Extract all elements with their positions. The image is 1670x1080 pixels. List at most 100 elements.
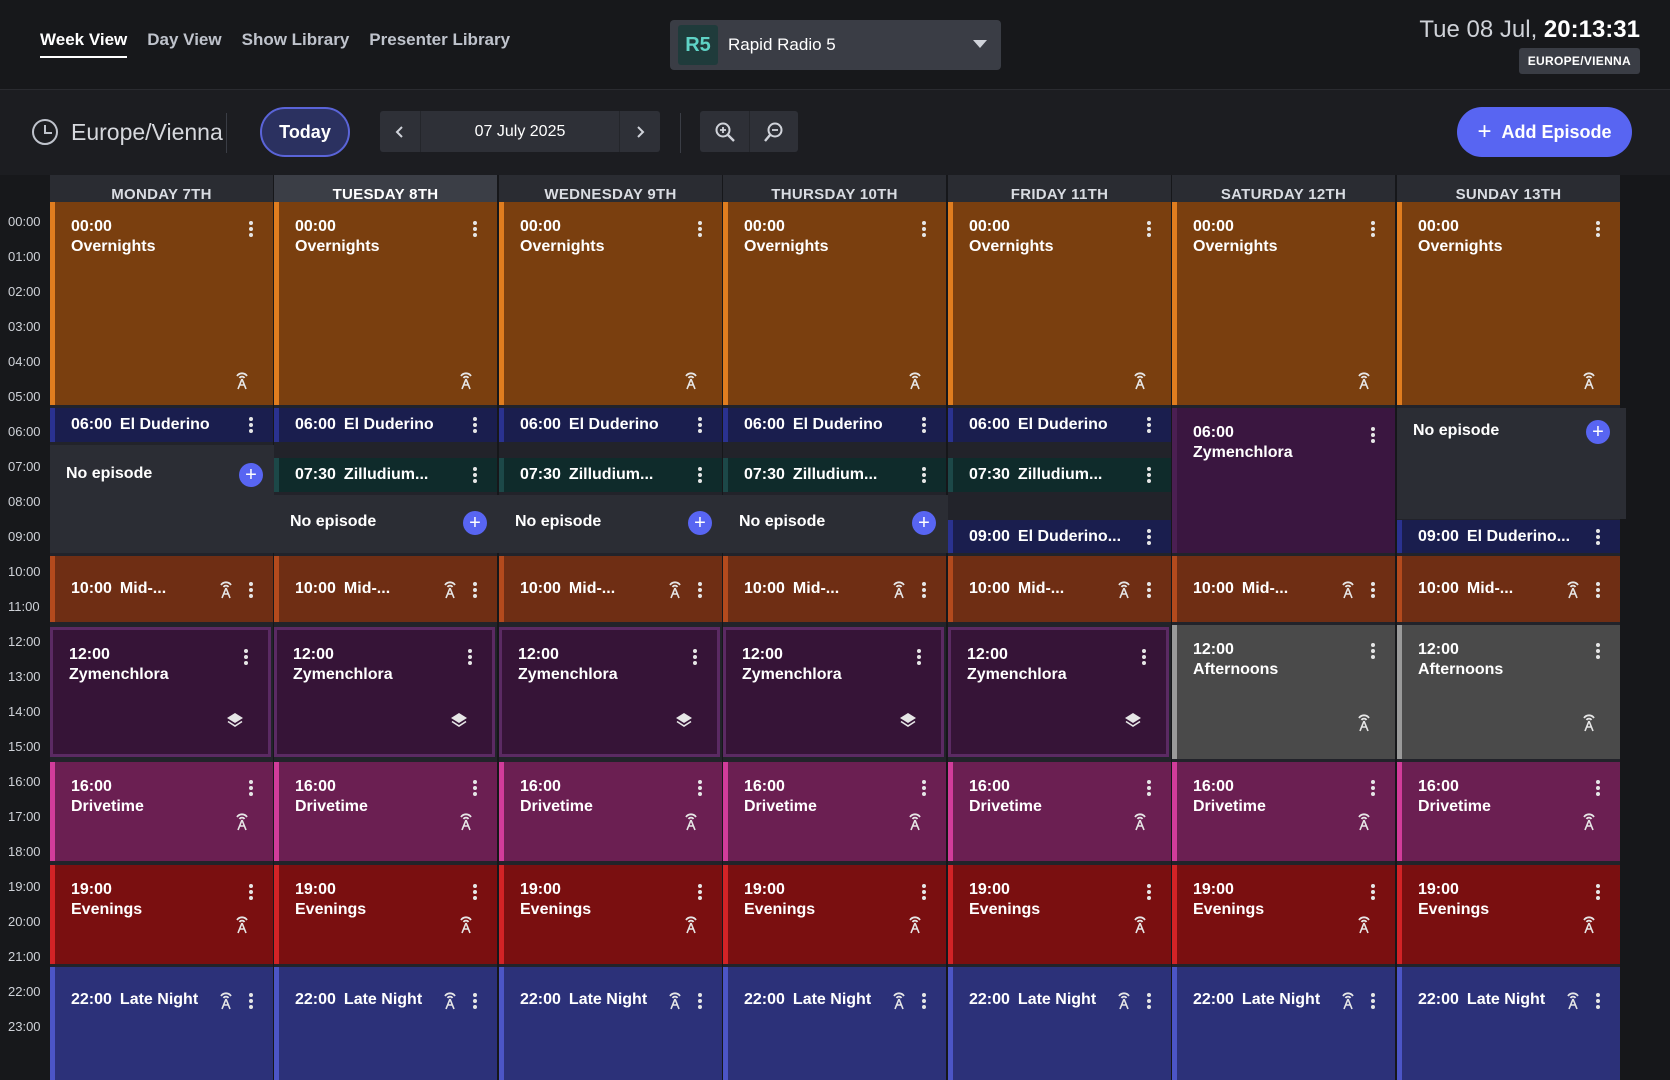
episode-block-mid[interactable]: 10:00 Mid-... [499,556,722,622]
episode-block-overnights[interactable]: 00:00 Overnights [50,202,273,405]
more-options-icon[interactable] [698,780,702,796]
more-options-icon[interactable] [473,993,477,1009]
more-options-icon[interactable] [922,467,926,483]
more-options-icon[interactable] [1147,529,1151,545]
more-options-icon[interactable] [473,467,477,483]
more-options-icon[interactable] [1371,884,1375,900]
empty-slot[interactable]: No episode + [50,445,279,553]
more-options-icon[interactable] [473,884,477,900]
episode-block-overnights[interactable]: 00:00 Overnights [499,202,722,405]
more-options-icon[interactable] [249,884,253,900]
more-options-icon[interactable] [1147,582,1151,598]
more-options-icon[interactable] [1371,221,1375,237]
more-options-icon[interactable] [1147,467,1151,483]
episode-block-late-night[interactable]: 22:00 Late Night [948,967,1171,1080]
episode-block-drivetime[interactable]: 16:00 Drivetime [50,762,273,861]
more-options-icon[interactable] [1596,780,1600,796]
episode-block-el-duderino[interactable]: 06:00 El Duderino [274,408,497,442]
episode-block-zilludium[interactable]: 07:30 Zilludium... [499,458,722,492]
episode-block-evenings[interactable]: 19:00 Evenings [50,865,273,964]
more-options-icon[interactable] [1596,221,1600,237]
more-options-icon[interactable] [249,993,253,1009]
episode-block-overnights[interactable]: 00:00 Overnights [1172,202,1395,405]
tab-day-view[interactable]: Day View [147,30,222,49]
episode-block-evenings[interactable]: 19:00 Evenings [1397,865,1620,964]
episode-block-zymenchlora[interactable]: 12:00 Zymenchlora [499,627,720,757]
more-options-icon[interactable] [698,582,702,598]
more-options-icon[interactable] [698,993,702,1009]
empty-slot[interactable]: No episode + [274,495,503,553]
more-options-icon[interactable] [473,417,477,433]
today-button[interactable]: Today [260,107,350,157]
episode-block-late-night[interactable]: 22:00 Late Night [1397,967,1620,1080]
add-episode-button[interactable]: + Add Episode [1457,107,1632,157]
more-options-icon[interactable] [917,649,921,665]
episode-block-overnights[interactable]: 00:00 Overnights [1397,202,1620,405]
episode-block-afternoons[interactable]: 12:00 Afternoons [1397,625,1620,759]
episode-block-el-duderino[interactable]: 06:00 El Duderino [50,408,273,442]
more-options-icon[interactable] [922,780,926,796]
episode-block-drivetime[interactable]: 16:00 Drivetime [499,762,722,861]
episode-block-late-night[interactable]: 22:00 Late Night [50,967,273,1080]
episode-block-el-duderino[interactable]: 06:00 El Duderino [499,408,722,442]
episode-block-late-night[interactable]: 22:00 Late Night [723,967,946,1080]
more-options-icon[interactable] [1371,780,1375,796]
more-options-icon[interactable] [1371,427,1375,443]
episode-block-zymenchlora[interactable]: 12:00 Zymenchlora [948,627,1169,757]
episode-block-mid[interactable]: 10:00 Mid-... [274,556,497,622]
episode-block-afternoons[interactable]: 12:00 Afternoons [1172,625,1395,759]
episode-block-drivetime[interactable]: 16:00 Drivetime [948,762,1171,861]
more-options-icon[interactable] [244,649,248,665]
empty-slot[interactable]: No episode + [1397,408,1626,519]
more-options-icon[interactable] [922,993,926,1009]
episode-block-drivetime[interactable]: 16:00 Drivetime [1172,762,1395,861]
next-week-button[interactable] [620,111,660,152]
more-options-icon[interactable] [698,221,702,237]
add-episode-slot-button[interactable]: + [239,463,263,487]
episode-block-el-duderino[interactable]: 09:00 El Duderino... [948,520,1171,553]
more-options-icon[interactable] [922,221,926,237]
more-options-icon[interactable] [1142,649,1146,665]
add-episode-slot-button[interactable]: + [688,511,712,535]
more-options-icon[interactable] [1596,884,1600,900]
episode-block-zymenchlora[interactable]: 12:00 Zymenchlora [723,627,944,757]
more-options-icon[interactable] [698,417,702,433]
episode-block-late-night[interactable]: 22:00 Late Night [274,967,497,1080]
episode-block-late-night[interactable]: 22:00 Late Night [499,967,722,1080]
episode-block-mid[interactable]: 10:00 Mid-... [948,556,1171,622]
episode-block-overnights[interactable]: 00:00 Overnights [948,202,1171,405]
station-selector[interactable]: R5 Rapid Radio 5 [670,20,1001,70]
episode-block-el-duderino[interactable]: 09:00 El Duderino... [1397,520,1620,553]
empty-slot[interactable]: No episode + [499,495,728,553]
more-options-icon[interactable] [1596,993,1600,1009]
episode-block-evenings[interactable]: 19:00 Evenings [274,865,497,964]
more-options-icon[interactable] [1147,884,1151,900]
episode-block-zymenchlora[interactable]: 12:00 Zymenchlora [50,627,271,757]
episode-block-mid[interactable]: 10:00 Mid-... [1397,556,1620,622]
more-options-icon[interactable] [249,417,253,433]
more-options-icon[interactable] [468,649,472,665]
more-options-icon[interactable] [1596,529,1600,545]
episode-block-zilludium[interactable]: 07:30 Zilludium... [274,458,497,492]
more-options-icon[interactable] [1147,417,1151,433]
more-options-icon[interactable] [249,582,253,598]
more-options-icon[interactable] [473,221,477,237]
more-options-icon[interactable] [1371,993,1375,1009]
more-options-icon[interactable] [473,780,477,796]
more-options-icon[interactable] [922,582,926,598]
more-options-icon[interactable] [698,467,702,483]
episode-block-drivetime[interactable]: 16:00 Drivetime [1397,762,1620,861]
more-options-icon[interactable] [1371,643,1375,659]
more-options-icon[interactable] [1147,993,1151,1009]
add-episode-slot-button[interactable]: + [1586,420,1610,444]
more-options-icon[interactable] [473,582,477,598]
tab-show-library[interactable]: Show Library [241,30,350,49]
episode-block-mid[interactable]: 10:00 Mid-... [723,556,946,622]
episode-block-late-night[interactable]: 22:00 Late Night [1172,967,1395,1080]
episode-block-evenings[interactable]: 19:00 Evenings [499,865,722,964]
episode-block-drivetime[interactable]: 16:00 Drivetime [274,762,497,861]
episode-block-evenings[interactable]: 19:00 Evenings [723,865,946,964]
tab-presenter-library[interactable]: Presenter Library [369,30,511,49]
episode-block-el-duderino[interactable]: 06:00 El Duderino [723,408,946,442]
more-options-icon[interactable] [922,417,926,433]
